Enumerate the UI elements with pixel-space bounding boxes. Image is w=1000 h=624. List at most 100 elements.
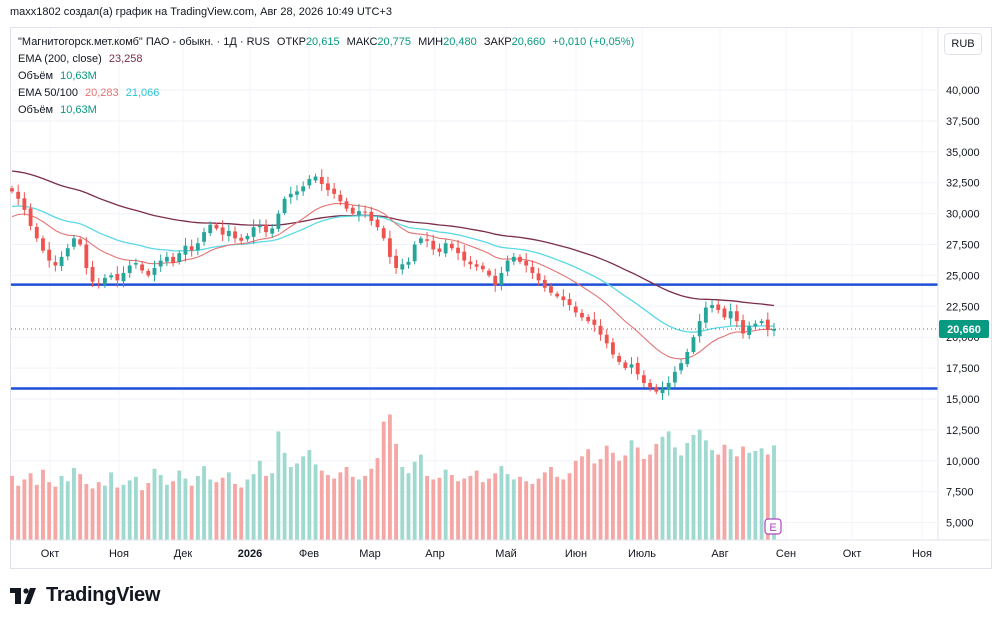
last-price-tag: 20,660 E bbox=[11, 320, 989, 535]
tradingview-logo[interactable]: TradingView bbox=[10, 584, 160, 607]
volume-bar bbox=[146, 483, 151, 540]
candle-body bbox=[691, 337, 696, 353]
volume-bar bbox=[133, 476, 138, 540]
volume-bar bbox=[164, 484, 169, 540]
candle-body bbox=[214, 224, 219, 229]
volume-bar bbox=[239, 487, 244, 540]
y-tick-label: 15,000 bbox=[946, 394, 980, 406]
candle-body bbox=[233, 231, 237, 239]
volume-bar bbox=[524, 481, 529, 540]
candle-body bbox=[47, 249, 52, 261]
candle-body bbox=[412, 244, 417, 262]
candle-body bbox=[369, 211, 374, 222]
candle-body bbox=[604, 334, 609, 344]
candle-body bbox=[84, 244, 89, 268]
volume-bar bbox=[319, 470, 324, 540]
candle-body bbox=[220, 227, 225, 235]
volume-bar bbox=[220, 477, 225, 540]
volume-bar bbox=[47, 482, 52, 540]
y-tick-label: 22,500 bbox=[946, 301, 980, 313]
volume-bar bbox=[375, 458, 380, 540]
symbol-title[interactable]: "Магнитогорск.мет.комб" ПАО - обыкн. · 1… bbox=[18, 36, 270, 48]
volume-bar bbox=[226, 472, 231, 540]
candle-body bbox=[747, 326, 752, 335]
volume-bar bbox=[257, 460, 262, 540]
volume-bar bbox=[53, 486, 58, 540]
candle-body bbox=[425, 239, 429, 241]
volume-bar bbox=[208, 479, 213, 540]
candle-body bbox=[567, 299, 572, 306]
volume-bar bbox=[728, 449, 733, 540]
volume-bar bbox=[648, 454, 653, 540]
candle-body bbox=[617, 355, 622, 362]
volume-bar bbox=[214, 482, 219, 540]
candle-body bbox=[282, 198, 287, 214]
volume-bar bbox=[580, 456, 584, 540]
x-tick-label: Дек bbox=[174, 548, 193, 560]
legend-symbol-row: "Магнитогорск.мет.комб" ПАО - обыкн. · 1… bbox=[18, 34, 634, 51]
open-label: ОТКР bbox=[276, 36, 306, 48]
candle-body bbox=[629, 364, 634, 368]
volume-bar bbox=[307, 450, 312, 540]
candle-body bbox=[96, 283, 101, 285]
volume-bar bbox=[604, 445, 609, 540]
volume-bar bbox=[493, 473, 498, 540]
legend-volume-row[interactable]: Объём 10,63M bbox=[18, 68, 634, 85]
candle-body bbox=[722, 308, 727, 318]
volume-bar bbox=[295, 463, 299, 540]
volume-bar bbox=[685, 442, 690, 540]
volume-bar bbox=[449, 475, 454, 540]
volume-bar bbox=[202, 466, 206, 540]
volume-bar bbox=[189, 485, 194, 540]
legend-ema200-row[interactable]: EMA (200, close) 23,258 bbox=[18, 51, 634, 68]
x-tick-label: Ноя bbox=[109, 548, 129, 560]
ema200-line bbox=[11, 170, 775, 307]
y-tick-label: 30,000 bbox=[946, 209, 980, 221]
brand-name: TradingView bbox=[46, 584, 161, 606]
candle-body bbox=[164, 256, 169, 262]
candle-body bbox=[437, 248, 442, 252]
candle-body bbox=[375, 219, 380, 228]
ema50-line bbox=[11, 202, 775, 360]
ema50-100-label: EMA 50/100 bbox=[18, 87, 78, 99]
chart-legend: "Магнитогорск.мет.комб" ПАО - обыкн. · 1… bbox=[18, 34, 634, 119]
volume-bar bbox=[617, 460, 622, 540]
candle-body bbox=[65, 248, 70, 257]
candle-body bbox=[350, 207, 355, 214]
earnings-marker-label: E bbox=[769, 522, 776, 534]
legend-ema50-100-row[interactable]: EMA 50/100 20,283 21,066 bbox=[18, 85, 634, 102]
ema100-value: 21,066 bbox=[125, 87, 160, 99]
candle-body bbox=[189, 246, 194, 251]
candle-body bbox=[59, 256, 64, 267]
candle-body bbox=[115, 273, 120, 281]
candle-body bbox=[660, 389, 665, 394]
candle-body bbox=[22, 198, 27, 210]
volume-bar bbox=[462, 478, 467, 540]
candle-body bbox=[319, 177, 324, 184]
volume-bar bbox=[400, 467, 405, 540]
x-tick-label: Авг bbox=[711, 548, 728, 560]
candle-body bbox=[344, 201, 349, 209]
candle-body bbox=[332, 188, 337, 194]
candle-body bbox=[611, 342, 615, 355]
volume-bar bbox=[34, 484, 39, 540]
currency-button[interactable]: RUB bbox=[944, 33, 982, 55]
volume-bar bbox=[332, 478, 337, 540]
candle-body bbox=[363, 211, 368, 213]
y-tick-label: 27,500 bbox=[946, 240, 980, 252]
volume-bar bbox=[499, 466, 504, 540]
volume-bar bbox=[437, 477, 442, 540]
x-tick-label: Окт bbox=[843, 548, 862, 560]
ema50-value: 20,283 bbox=[85, 87, 119, 99]
volume-bar bbox=[741, 446, 745, 540]
y-tick-label: 37,500 bbox=[946, 116, 980, 128]
volume-bar bbox=[456, 481, 460, 540]
candle-body bbox=[635, 362, 640, 375]
volume-bar bbox=[301, 456, 306, 540]
volume-bar bbox=[573, 460, 578, 540]
legend-volume2-row[interactable]: Объём 10,63M bbox=[18, 102, 634, 119]
volume-bar bbox=[710, 450, 714, 540]
candle-body bbox=[741, 320, 745, 334]
candle-body bbox=[72, 238, 76, 247]
